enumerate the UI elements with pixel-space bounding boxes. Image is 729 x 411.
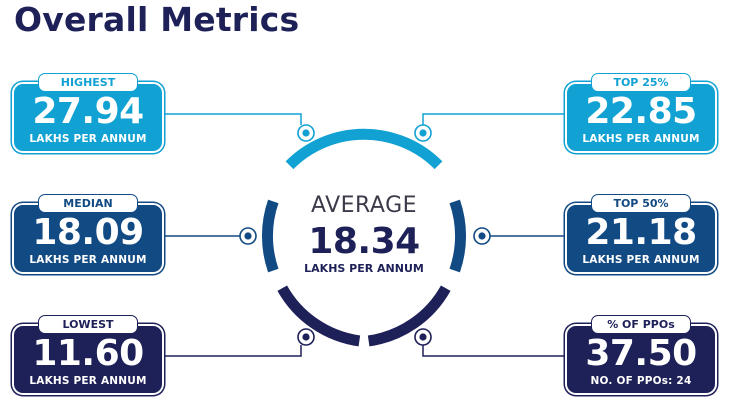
card-value: 21.18 [585, 212, 697, 253]
metric-card-ppos: % OF PPOs 37.50 NO. OF PPOs: 24 [565, 315, 717, 395]
ring-arc-top [285, 128, 443, 170]
card-value: 37.50 [585, 333, 697, 374]
metric-card-median: MEDIAN 18.09 LAKHS PER ANNUM [12, 194, 164, 274]
card-value: 18.09 [32, 212, 144, 253]
connector-highest [160, 113, 302, 125]
card-value: 22.85 [585, 91, 697, 132]
dot-top50 [473, 227, 491, 245]
card-unit: LAKHS PER ANNUM [29, 133, 147, 145]
card-unit: LAKHS PER ANNUM [582, 254, 700, 266]
card-unit: LAKHS PER ANNUM [29, 375, 147, 387]
metric-card-highest: HIGHEST 27.94 LAKHS PER ANNUM [12, 73, 164, 153]
card-label: TOP 50% [591, 194, 691, 213]
average-unit: LAKHS PER ANNUM [304, 262, 424, 275]
dot-top25 [414, 124, 432, 142]
card-value: 11.60 [32, 333, 144, 374]
dot-ppos [414, 328, 432, 346]
dot-lowest [297, 328, 315, 346]
card-body [565, 324, 717, 395]
card-unit: NO. OF PPOs: 24 [590, 375, 692, 387]
connector-lowest [160, 345, 302, 357]
average-value: 18.34 [308, 221, 420, 262]
card-value: 27.94 [32, 91, 144, 132]
connector-top25 [422, 113, 565, 125]
connector-ppos [422, 345, 565, 357]
metric-card-top50: TOP 50% 21.18 LAKHS PER ANNUM [565, 194, 717, 274]
card-label: % OF PPOs [591, 315, 691, 334]
card-body [565, 203, 717, 274]
ring-arc-bottom-left [277, 285, 361, 347]
metric-card-top25: TOP 25% 22.85 LAKHS PER ANNUM [565, 73, 717, 153]
card-unit: LAKHS PER ANNUM [29, 254, 147, 266]
card-label: TOP 25% [591, 73, 691, 92]
card-label: MEDIAN [38, 194, 138, 213]
card-unit: LAKHS PER ANNUM [582, 133, 700, 145]
ring-arc-bottom-right [367, 285, 451, 347]
average-label: AVERAGE [310, 193, 418, 218]
card-label: LOWEST [38, 315, 138, 334]
ring-arc-left [262, 199, 279, 273]
page-title: Overall Metrics [14, 0, 300, 39]
dot-median [239, 227, 257, 245]
ring-arc-right [449, 199, 466, 273]
metric-card-lowest: LOWEST 11.60 LAKHS PER ANNUM [12, 315, 164, 395]
card-label: HIGHEST [38, 73, 138, 92]
dot-highest [297, 124, 315, 142]
